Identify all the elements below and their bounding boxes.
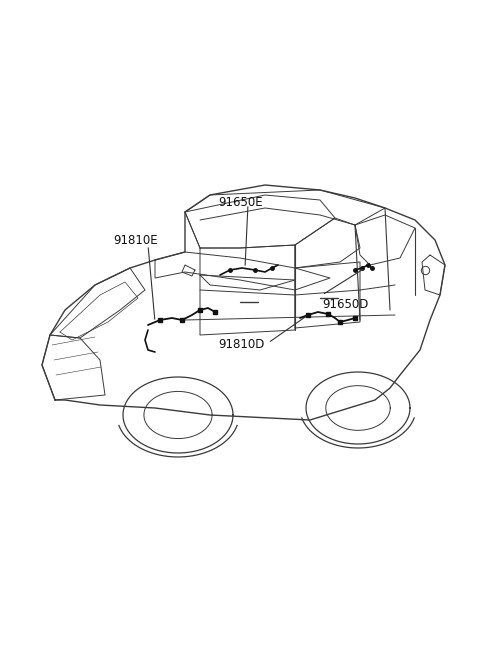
Text: 91810E: 91810E	[113, 234, 157, 247]
Text: 91650E: 91650E	[218, 195, 263, 209]
Text: 91650D: 91650D	[322, 298, 368, 312]
Text: 91810D: 91810D	[218, 338, 264, 352]
